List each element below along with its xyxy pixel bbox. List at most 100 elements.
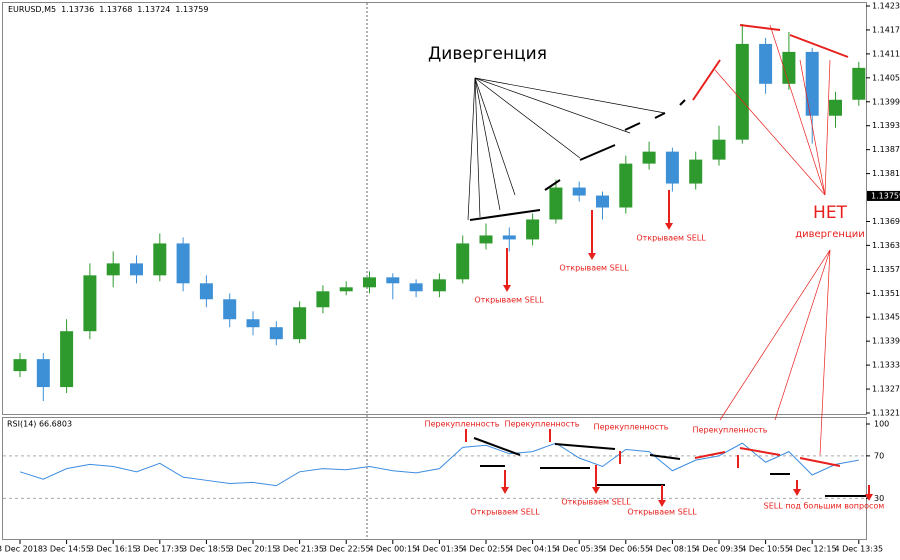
- pointer: [799, 59, 826, 196]
- y-tick-label: 1.13275: [872, 385, 900, 394]
- candle-body: [176, 243, 190, 284]
- arrow-head: [501, 487, 509, 494]
- pointer: [719, 249, 831, 421]
- candle-body: [223, 299, 237, 320]
- rsi-panel: [2, 417, 867, 540]
- last-price-label: 1.13759: [871, 191, 900, 200]
- candle-body: [386, 277, 400, 284]
- divergence-label: Дивергенция: [428, 44, 547, 64]
- y-tick-label: 1.13515: [872, 289, 900, 298]
- last-price-box: [867, 190, 900, 201]
- pointer: [474, 77, 481, 218]
- rsi-line: [19, 442, 859, 487]
- y-tick-label: 1.13455: [872, 313, 900, 322]
- candle-body: [502, 235, 516, 240]
- candle-body: [712, 139, 726, 160]
- candle-body: [619, 163, 633, 208]
- symbol-header: EURUSD,M5 1.13736 1.13768 1.13724 1.13759: [8, 5, 208, 14]
- y-tick-label: 1.13215: [872, 409, 900, 418]
- y-tick-label: 1.14235: [872, 2, 900, 11]
- rsi-trend-line: [649, 454, 681, 460]
- ohlc-value: 1.13768: [99, 5, 132, 14]
- symbol: EURUSD,M5: [8, 5, 56, 14]
- candle-body: [549, 187, 563, 220]
- divergence-line: [544, 179, 561, 191]
- overbought-label: Перекупленность: [425, 420, 500, 429]
- divergence-line: [624, 122, 641, 131]
- arrow-head: [865, 494, 873, 501]
- x-tick-label: 3 Dec 22:55: [322, 545, 371, 554]
- y-tick-label: 1.14115: [872, 49, 900, 58]
- x-tick-label: 4 Dec 09:35: [695, 545, 744, 554]
- candle-body: [316, 291, 330, 308]
- candle-body: [526, 219, 540, 240]
- x-tick-label: 3 Dec 14:55: [42, 545, 91, 554]
- x-tick-label: 4 Dec 02:55: [462, 545, 511, 554]
- arrow-head: [658, 500, 666, 507]
- candle-body: [339, 287, 353, 292]
- pointer: [769, 24, 826, 196]
- overbought-label: Перекупленность: [505, 420, 580, 429]
- candle-body: [759, 43, 773, 84]
- x-tick-label: 3 Dec 18:55: [182, 545, 231, 554]
- candle-body: [363, 277, 376, 288]
- x-tick-label: 3 Dec 21:35: [275, 545, 324, 554]
- y-tick-label: 1.13935: [872, 121, 900, 130]
- pointer: [474, 77, 666, 114]
- y-tick-label: 1.13875: [872, 145, 900, 154]
- y-tick-label: 1.13575: [872, 265, 900, 274]
- candle-body: [782, 51, 796, 84]
- divergence-line: [469, 209, 541, 221]
- pointer: [474, 77, 581, 159]
- rsi-trend-line: [554, 443, 616, 450]
- candle-body: [456, 243, 470, 280]
- candle-body: [130, 263, 143, 276]
- candle-body: [572, 187, 586, 196]
- y-tick-label: 1.13335: [872, 361, 900, 370]
- pointer: [474, 77, 631, 134]
- y-tick-label: 1.13995: [872, 97, 900, 106]
- pointer: [467, 77, 476, 221]
- x-tick-label: 4 Dec 00:15: [368, 545, 417, 554]
- y-tick-label: 1.13635: [872, 241, 900, 250]
- arrow-head: [592, 487, 600, 494]
- x-tick-label: 4 Dec 13:35: [834, 545, 883, 554]
- candle-body: [246, 319, 260, 328]
- x-tick-label: 4 Dec 12:15: [788, 545, 837, 554]
- sell-question-label: SELL под большим вопросом: [764, 502, 885, 511]
- candle-body: [479, 235, 493, 244]
- y-tick-label: 100: [874, 420, 889, 429]
- arrow-head: [588, 253, 596, 260]
- pointer: [819, 249, 831, 456]
- no-sub-label: дивергенции: [795, 229, 865, 240]
- price-panel: [2, 2, 867, 415]
- candle-body: [852, 67, 866, 100]
- no-divergence-line: [692, 59, 721, 101]
- x-tick-label: 4 Dec 10:55: [741, 545, 790, 554]
- ohlc-value: 1.13724: [137, 5, 170, 14]
- rsi-title: RSI(14) 66.6803: [7, 420, 72, 429]
- sell-label: Открываем SELL: [636, 234, 706, 243]
- divergence-line: [579, 144, 616, 161]
- overbought-label: Перекупленность: [693, 426, 768, 435]
- y-tick-label: 1.13815: [872, 169, 900, 178]
- candle-body: [735, 43, 749, 140]
- candle-body: [596, 195, 609, 208]
- arrow-head: [503, 285, 511, 292]
- rsi-trend-line: [739, 447, 781, 456]
- candle-body: [642, 151, 656, 164]
- candle-body: [805, 51, 819, 116]
- candle-body: [153, 243, 167, 276]
- no-label: НЕТ: [813, 203, 848, 223]
- candle-body: [829, 99, 842, 116]
- x-tick-label: 4 Dec 05:35: [555, 545, 604, 554]
- x-tick-label: 4 Dec 04:15: [508, 545, 557, 554]
- y-tick-label: 1.13395: [872, 337, 900, 346]
- y-tick-label: 1.14175: [872, 25, 900, 34]
- no-divergence-line: [739, 24, 781, 31]
- y-tick-label: 70: [874, 451, 884, 460]
- divergence-line: [679, 99, 686, 106]
- no-divergence-line: [789, 34, 849, 58]
- divergence-line: [654, 112, 666, 119]
